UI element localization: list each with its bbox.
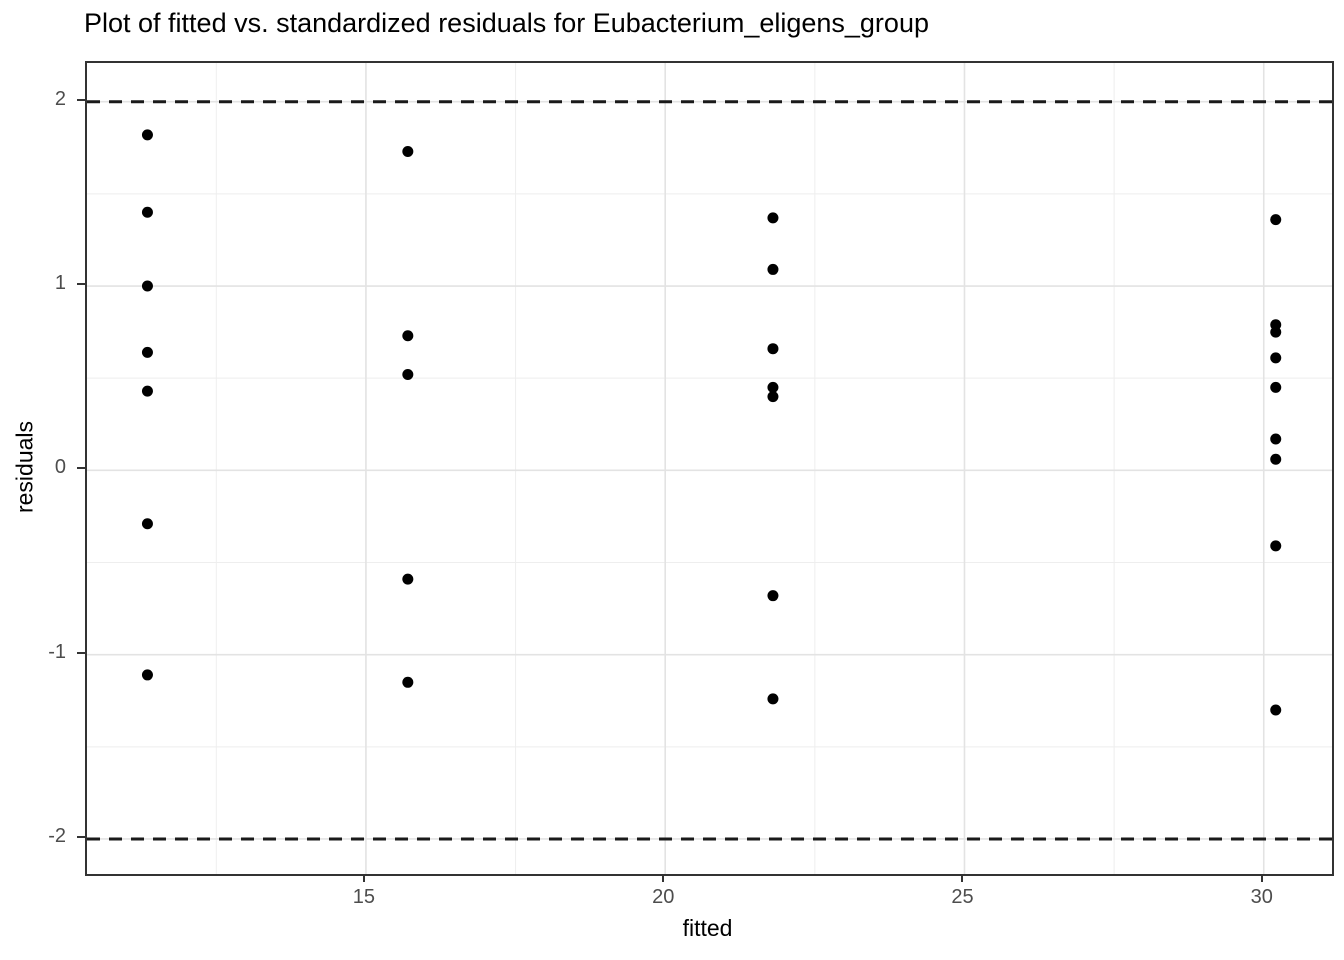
- data-point: [402, 368, 414, 380]
- y-axis-tick-mark: [77, 467, 85, 470]
- x-axis-tick-mark: [1260, 874, 1263, 882]
- data-point: [767, 693, 779, 705]
- data-point: [402, 676, 414, 688]
- x-axis-tick-mark: [662, 874, 665, 882]
- plot-panel: [85, 61, 1334, 876]
- chart-title: Plot of fitted vs. standardized residual…: [84, 8, 929, 38]
- data-point: [1270, 453, 1282, 465]
- data-point: [1270, 540, 1282, 552]
- data-point: [141, 280, 153, 292]
- y-axis-title: residuals: [11, 420, 38, 514]
- x-axis-tick-label: 30: [1250, 886, 1273, 908]
- data-point: [402, 573, 414, 585]
- x-axis-tick-mark: [362, 874, 365, 882]
- data-point: [1270, 352, 1282, 364]
- data-point: [767, 212, 779, 224]
- y-axis-tick-mark: [77, 651, 85, 654]
- data-point: [141, 385, 153, 397]
- data-point: [1270, 433, 1282, 445]
- y-axis-tick-mark: [77, 98, 85, 101]
- y-axis-tick-label: -2: [48, 824, 66, 847]
- y-axis-tick-label: 0: [54, 456, 66, 479]
- y-axis-tick-label: 2: [54, 87, 66, 110]
- data-point: [1270, 381, 1282, 393]
- y-axis-tick-label: -1: [48, 640, 66, 663]
- x-axis-tick-label: 20: [652, 886, 675, 908]
- data-point: [402, 330, 414, 342]
- x-axis-tick-label: 15: [352, 886, 376, 908]
- data-point: [1270, 326, 1282, 338]
- data-point: [141, 129, 153, 141]
- data-point: [767, 391, 779, 403]
- y-axis-tick-mark: [77, 835, 85, 838]
- data-point: [767, 263, 779, 275]
- x-axis-title: fitted: [682, 915, 733, 941]
- data-point: [141, 669, 153, 681]
- data-point: [141, 346, 153, 358]
- data-point: [402, 145, 414, 157]
- data-point: [767, 590, 779, 602]
- data-point: [141, 518, 153, 530]
- data-point: [1270, 214, 1282, 226]
- data-point: [767, 343, 779, 355]
- data-point: [141, 206, 153, 218]
- data-point: [1270, 704, 1282, 716]
- y-axis-tick-mark: [77, 283, 85, 286]
- y-axis-tick-label: 1: [54, 272, 66, 295]
- scatter-plot-svg: [87, 63, 1332, 874]
- x-axis-tick-mark: [961, 874, 964, 882]
- data-point: [767, 381, 779, 393]
- x-axis-tick-label: 25: [951, 886, 974, 908]
